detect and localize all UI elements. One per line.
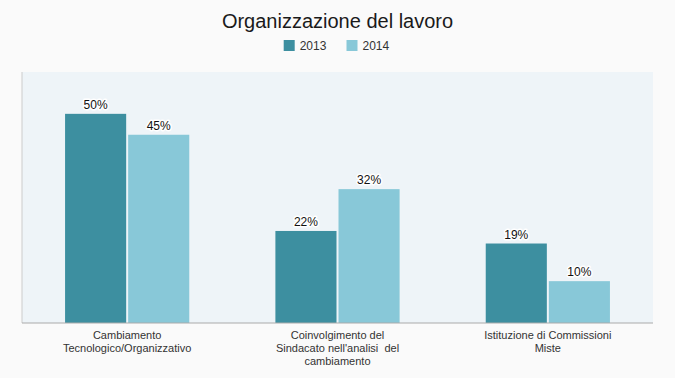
background: [0, 0, 675, 378]
legend-label: 2013: [300, 39, 327, 53]
bars: [65, 114, 610, 323]
legend: 2013 2014: [284, 39, 390, 53]
chart-container: Organizzazione del lavoro 2013 2014 50% 22% 1…: [0, 0, 675, 378]
data-label: 32%: [357, 173, 381, 187]
legend-swatch: [347, 40, 358, 51]
title: Organizzazione del lavoro: [222, 10, 453, 32]
x-tick-label-line: Istituzione di Commissioni: [484, 329, 611, 341]
bar: [128, 135, 189, 323]
x-tick-label-line: cambiamento: [304, 355, 370, 367]
x-tick-labels: CambiamentoTecnologico/Organizzativo Coin…: [63, 329, 611, 367]
plot-area: [22, 72, 653, 323]
x-tick-label: Istituzione di CommissioniMiste: [484, 329, 611, 354]
bar: [549, 281, 610, 323]
data-label: 10%: [567, 265, 591, 279]
x-tick-label-line: Cambiamento: [93, 329, 161, 341]
bar: [339, 189, 400, 323]
data-label: 45%: [147, 119, 171, 133]
x-tick-label-line: Coinvolgimento del: [291, 329, 385, 341]
chart: Organizzazione del lavoro 2013 2014 50% 22% 1…: [0, 0, 675, 378]
x-tick-label-line: Sindacato nell'analisi del: [276, 342, 399, 354]
legend-swatch: [284, 40, 295, 51]
x-tick-label: Coinvolgimento delSindacato nell'analisi…: [276, 329, 399, 367]
x-tick-label-line: Tecnologico/Organizzativo: [63, 342, 191, 354]
bar: [65, 114, 126, 323]
x-tick-label-line: Miste: [535, 342, 561, 354]
x-axis: [22, 323, 653, 324]
data-label: 50%: [84, 98, 108, 112]
x-tick-label: CambiamentoTecnologico/Organizzativo: [63, 329, 191, 354]
data-label: 22%: [294, 215, 318, 229]
data-labels: 50% 22% 19% 45% 32% 10%: [84, 98, 592, 279]
bar: [275, 231, 336, 323]
legend-label: 2014: [363, 39, 390, 53]
y-axis: [22, 72, 23, 323]
bar: [486, 244, 547, 323]
data-label: 19%: [504, 228, 528, 242]
